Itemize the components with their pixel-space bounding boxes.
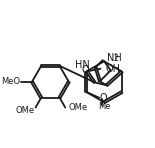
Text: O: O [100, 93, 107, 103]
Text: MeO: MeO [1, 77, 20, 86]
Text: O: O [82, 65, 89, 75]
Text: 2: 2 [113, 54, 118, 63]
Text: NH: NH [107, 53, 122, 63]
Text: OH: OH [105, 64, 120, 74]
Text: HN: HN [75, 60, 90, 70]
Text: OMe: OMe [15, 106, 34, 115]
Text: OMe: OMe [69, 103, 88, 112]
Text: Me: Me [98, 102, 110, 111]
